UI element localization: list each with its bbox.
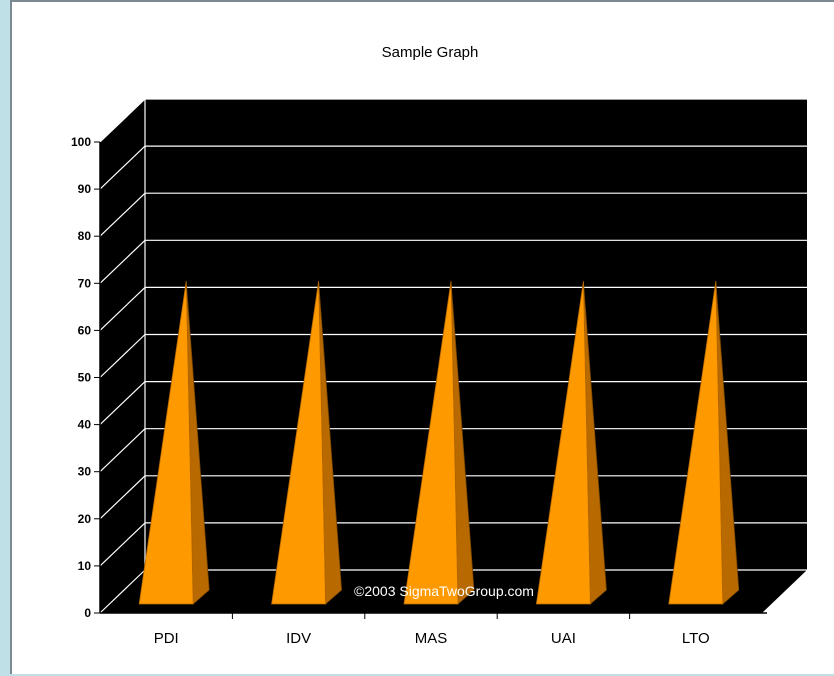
x-tick-label: LTO <box>682 630 710 647</box>
y-tick-label: 90 <box>78 182 92 196</box>
chart-title: Sample Graph <box>382 44 479 61</box>
y-tick-label: 10 <box>78 559 92 573</box>
y-tick-label: 70 <box>78 276 92 290</box>
y-tick-label: 100 <box>71 135 91 149</box>
x-tick-label: MAS <box>415 630 448 647</box>
bar <box>535 281 591 605</box>
gridline-side <box>99 522 146 567</box>
y-tick-label: 40 <box>78 418 92 432</box>
chart-frame: Sample Graph 0 10 20 30 40 50 60 70 80 90 100 PDI ID… <box>10 0 834 674</box>
bar <box>403 281 459 605</box>
x-tick-label: UAI <box>551 630 576 647</box>
bar <box>138 281 194 605</box>
gridline-side <box>99 98 146 143</box>
gridline-side <box>99 286 146 331</box>
gridline-side <box>99 475 146 520</box>
gridline-side <box>99 239 146 284</box>
x-tick-label: PDI <box>154 630 179 647</box>
y-tick-label: 50 <box>78 371 92 385</box>
gridline-side <box>99 192 146 237</box>
chart-svg: Sample Graph 0 10 20 30 40 50 60 70 80 90 100 PDI ID… <box>71 44 807 647</box>
gridline-side <box>99 145 146 190</box>
y-tick-label: 20 <box>78 512 92 526</box>
bar <box>668 281 724 605</box>
gridline-side <box>99 381 146 426</box>
y-tick-label: 60 <box>78 323 92 337</box>
y-tick-label: 30 <box>78 465 92 479</box>
gridline-side <box>99 569 146 614</box>
y-tick-label: 80 <box>78 229 92 243</box>
bar <box>271 281 327 605</box>
y-tick-label: 0 <box>84 606 91 620</box>
x-tick-label: IDV <box>286 630 311 647</box>
gridline-side <box>99 334 146 378</box>
watermark: ©2003 SigmaTwoGroup.com <box>354 583 534 599</box>
gridline-side <box>99 428 146 473</box>
